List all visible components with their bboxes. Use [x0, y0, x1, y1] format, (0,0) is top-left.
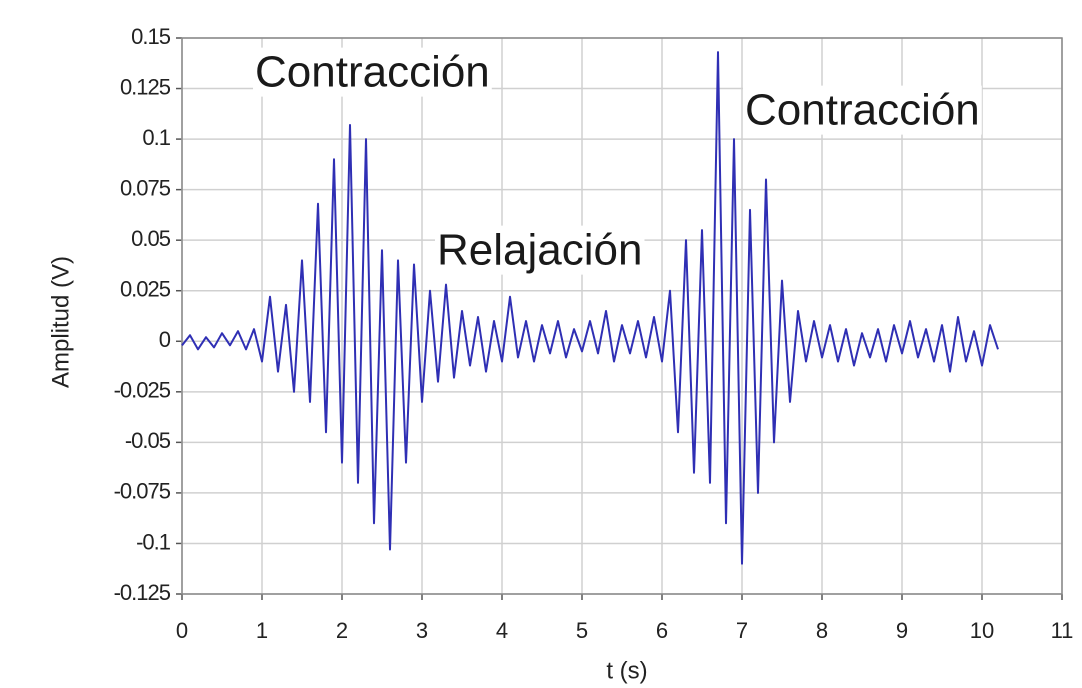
y-tick-label: -0.05 — [125, 428, 171, 453]
y-tick-label: -0.075 — [114, 479, 171, 504]
y-tick-label: 0.125 — [120, 74, 171, 99]
y-tick-label: 0.15 — [131, 24, 171, 49]
x-tick-label: 3 — [416, 618, 428, 643]
annotation-background — [743, 85, 982, 135]
x-tick-label: 8 — [816, 618, 828, 643]
y-tick-label: 0.025 — [120, 277, 171, 302]
x-tick-label: 5 — [576, 618, 588, 643]
y-tick-label: 0.1 — [142, 125, 170, 150]
x-tick-label: 4 — [496, 618, 508, 643]
annotation: Relajación — [437, 226, 642, 275]
x-tick-label: 7 — [736, 618, 748, 643]
annotation-background — [253, 47, 492, 97]
plot-frame — [181, 37, 1063, 595]
y-axis-label: Amplitud (V) — [47, 256, 74, 388]
x-tick-label: 11 — [1051, 618, 1074, 643]
signal-line — [181, 51, 999, 565]
x-axis-label: t (s) — [606, 657, 647, 684]
annotation: Contracción — [745, 86, 980, 135]
annotation: Contracción — [255, 48, 490, 97]
x-tick-label: 0 — [176, 618, 188, 643]
y-tick-label: -0.025 — [114, 378, 171, 403]
x-tick-label: 9 — [896, 618, 908, 643]
x-tick-label: 6 — [656, 618, 668, 643]
x-tick-label: 10 — [970, 618, 994, 643]
y-tick-label: -0.1 — [136, 529, 171, 554]
y-tick-label: 0 — [159, 327, 171, 352]
x-tick-label: 1 — [256, 618, 268, 643]
annotation-background — [435, 225, 645, 275]
x-tick-label: 2 — [336, 618, 348, 643]
y-tick-label: 0.05 — [131, 226, 171, 251]
y-tick-label: 0.075 — [120, 175, 171, 200]
y-tick-label: -0.125 — [114, 580, 171, 605]
